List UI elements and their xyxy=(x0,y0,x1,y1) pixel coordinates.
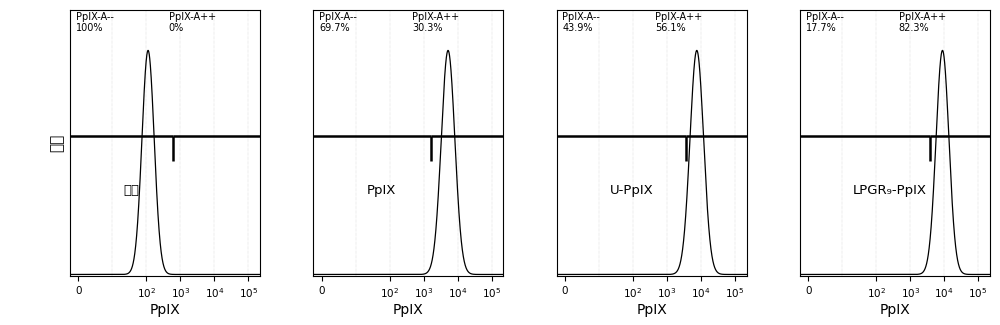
Text: PpIX-A++
82.3%: PpIX-A++ 82.3% xyxy=(899,12,946,33)
Text: PpIX-A++
56.1%: PpIX-A++ 56.1% xyxy=(655,12,703,33)
Text: PpIX-A++
0%: PpIX-A++ 0% xyxy=(169,12,216,33)
X-axis label: PpIX: PpIX xyxy=(150,303,180,317)
X-axis label: PpIX: PpIX xyxy=(880,303,910,317)
Text: PpIX-A--
17.7%: PpIX-A-- 17.7% xyxy=(806,12,843,33)
Y-axis label: 计数: 计数 xyxy=(49,134,64,152)
Text: LPGR₉-PpIX: LPGR₉-PpIX xyxy=(853,185,927,198)
X-axis label: PpIX: PpIX xyxy=(393,303,424,317)
Text: PpIX-A--
69.7%: PpIX-A-- 69.7% xyxy=(319,12,357,33)
Text: PpIX-A++
30.3%: PpIX-A++ 30.3% xyxy=(412,12,459,33)
Text: PpIX: PpIX xyxy=(367,185,396,198)
Text: 空白: 空白 xyxy=(123,185,139,198)
Text: U-PpIX: U-PpIX xyxy=(610,185,654,198)
X-axis label: PpIX: PpIX xyxy=(636,303,667,317)
Text: PpIX-A--
43.9%: PpIX-A-- 43.9% xyxy=(562,12,600,33)
Text: PpIX-A--
100%: PpIX-A-- 100% xyxy=(76,12,114,33)
